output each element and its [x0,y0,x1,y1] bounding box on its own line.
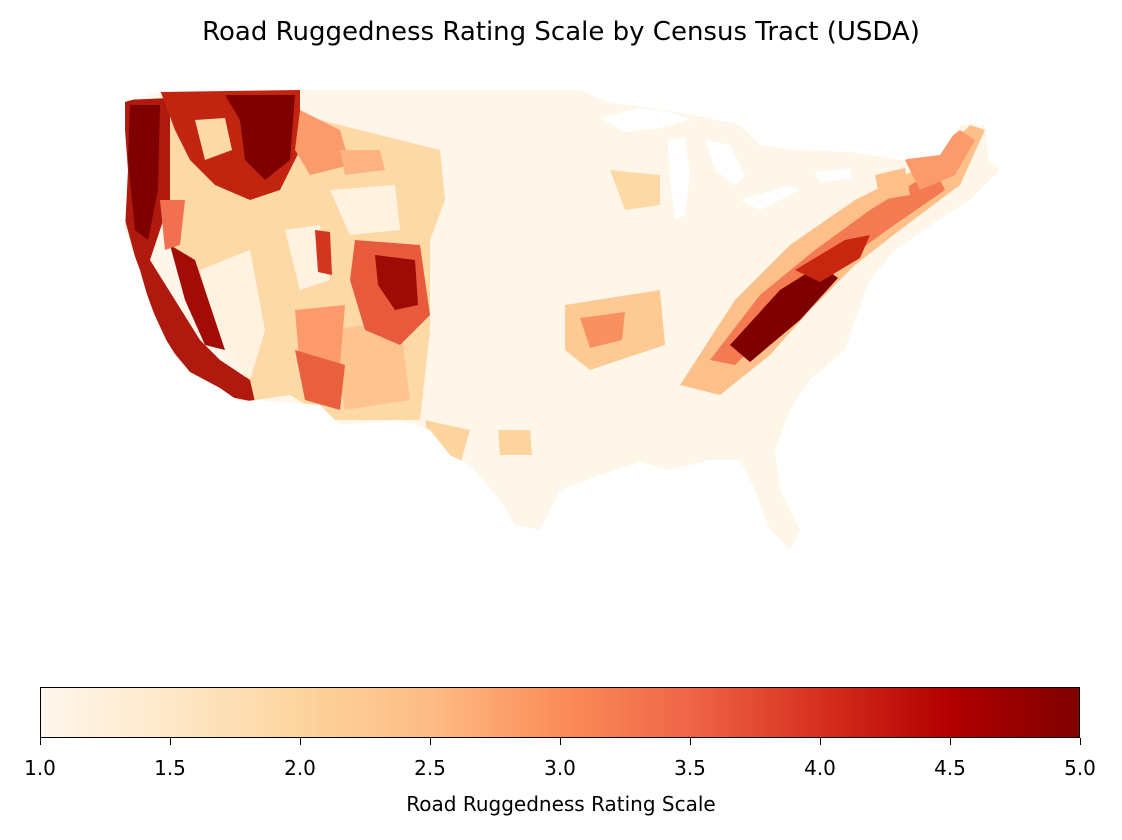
lake-superior [600,108,690,132]
colorbar-tick-label: 1.5 [154,756,186,780]
colorbar-tick-mark [429,738,431,745]
colorbar-tick-mark [689,738,691,745]
region-colorado-core [375,255,418,310]
region-ouachita [498,430,532,455]
colorbar-tick-mark [949,738,951,745]
region-arizona-rim [295,350,345,410]
choropleth-map [125,90,1000,550]
region-cascades [128,105,160,240]
lake-ontario [815,168,852,182]
colorbar-tick-mark [559,738,561,745]
region-appalachian-core [730,265,838,362]
colorbar-tick-mark [819,738,821,745]
colorbar-tick-label: 1.0 [24,756,56,780]
region-new-mexico-mid [330,320,410,410]
region-adirondacks [875,168,910,200]
colorbar-tick-label: 4.5 [934,756,966,780]
lake-erie [740,185,800,210]
region-ozarks-core [580,312,625,348]
region-new-england [905,130,975,190]
region-sierra-nevada [170,245,225,350]
region-appalachian-red [795,235,870,282]
colorbar-tick-label: 3.5 [674,756,706,780]
colorbar-tick-mark [299,738,301,745]
colorbar-tick-label: 2.0 [284,756,316,780]
region-idaho-core [225,95,295,180]
colorbar-tick-label: 4.0 [804,756,836,780]
region-wasatch [315,230,332,275]
lake-michigan [668,138,690,220]
region-montana-east [340,150,385,175]
colorbar-tick-mark [169,738,171,745]
colorbar-tick-mark [1079,738,1081,745]
colorbar-tick-label: 2.5 [414,756,446,780]
colorbar-label: Road Ruggedness Rating Scale [406,792,716,816]
colorbar-tick-mark [39,738,41,745]
colorbar [40,687,1080,738]
region-idaho-light-hole [195,118,232,160]
map-title: Road Ruggedness Rating Scale by Census T… [202,17,920,47]
region-wyoming-basin [330,185,400,235]
region-coast-range-orange [160,200,185,250]
region-montana-orange [295,110,350,175]
region-nevada-gaps [200,250,265,380]
map-land [125,90,1000,550]
colorbar-tick-label: 3.0 [544,756,576,780]
great-lakes [600,108,852,220]
colorbar-tick-label: 5.0 [1064,756,1096,780]
lake-huron [705,140,745,185]
region-michigan-up [610,170,660,210]
